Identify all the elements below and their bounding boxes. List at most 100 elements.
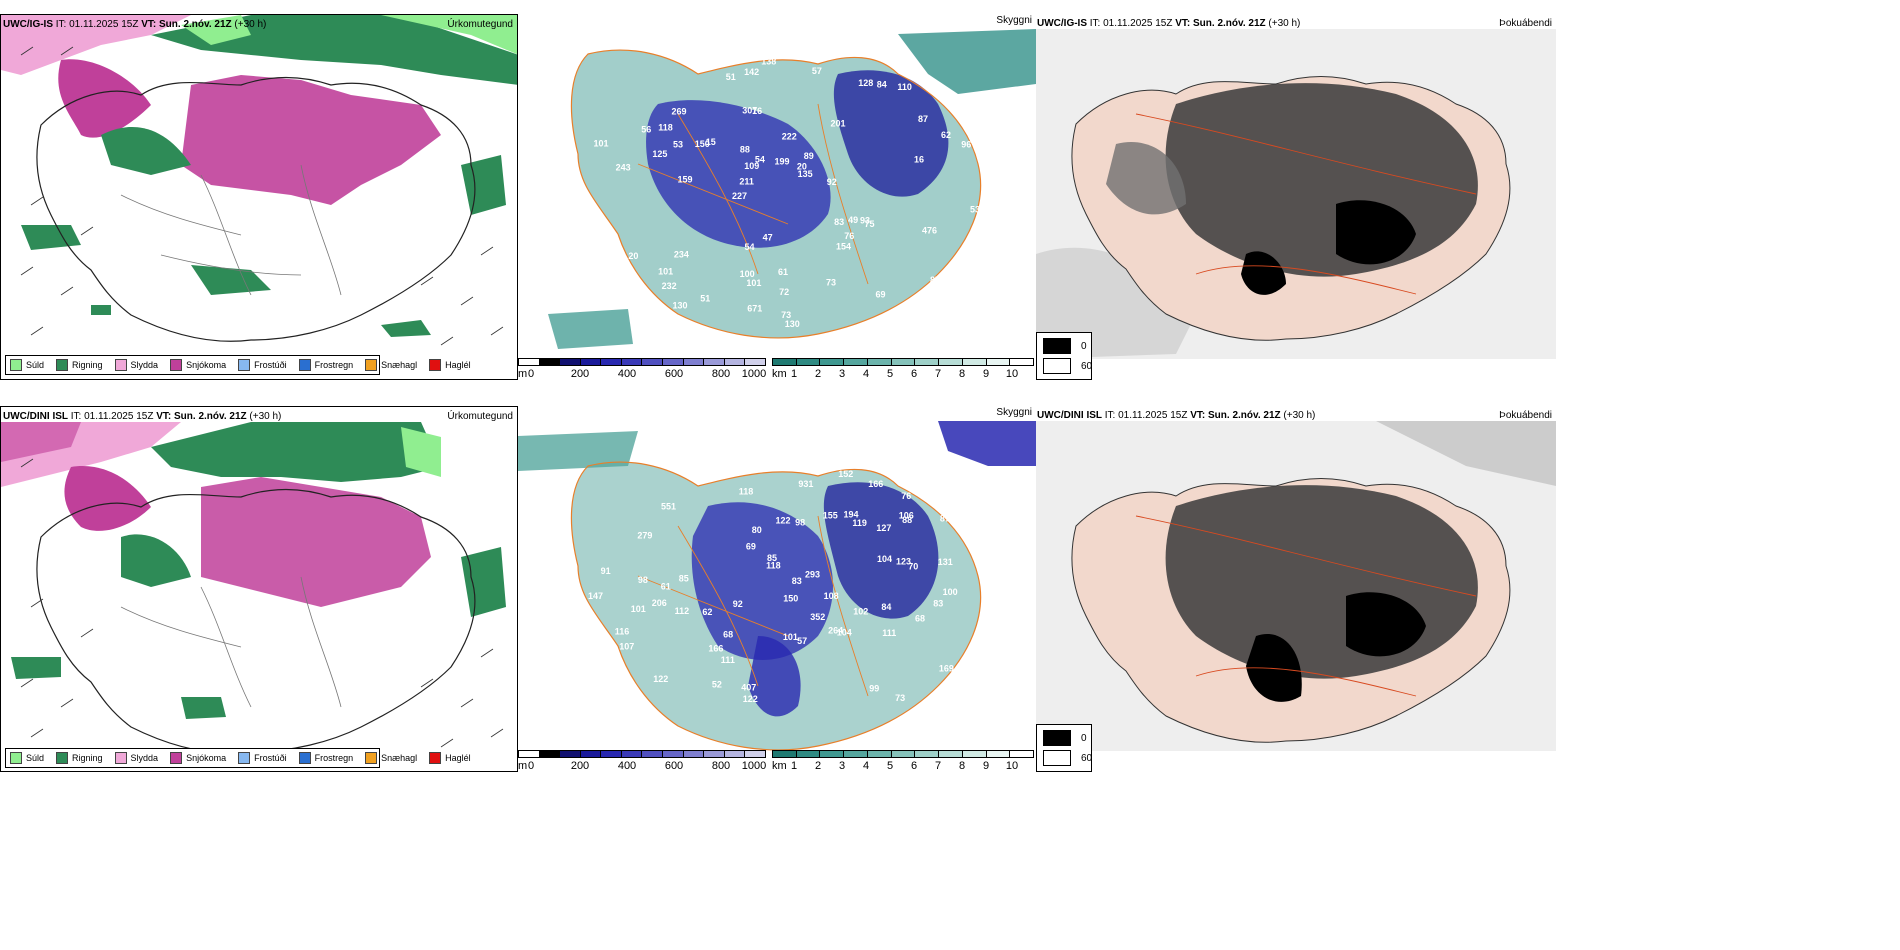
- fog-legend-swatch: [1043, 338, 1071, 354]
- cloud-base-value-label: 135: [798, 169, 813, 179]
- cloud-base-value-label: 206: [652, 598, 667, 608]
- cloud-base-value-label: 166: [708, 644, 723, 654]
- fog-legend-swatch: [1043, 730, 1071, 746]
- cloud-base-value-label: 154: [836, 242, 851, 252]
- cloud-base-value-label: 131: [938, 557, 953, 567]
- cloud-base-value-label: 232: [662, 281, 677, 291]
- cloud-base-value-label: 150: [783, 594, 798, 604]
- legend-item: Súld: [10, 752, 44, 764]
- cloud-base-value-label: 57: [812, 66, 822, 76]
- cloud-base-value-label: 128: [858, 78, 873, 88]
- fog-legend-swatch: [1043, 358, 1071, 374]
- cloud-base-value-label: 476: [922, 226, 937, 236]
- cloud-base-value-label: 83: [933, 599, 943, 609]
- cloud-base-value-label: 551: [661, 502, 676, 512]
- cloud-base-value-label: 52: [712, 680, 722, 690]
- legend-swatch: [298, 359, 311, 371]
- cloud-base-value-label: 100: [740, 269, 755, 279]
- cloud-base-value-label: 85: [767, 553, 777, 563]
- legend-item: Haglél: [429, 752, 471, 764]
- cloud-base-value-label: 96: [961, 140, 971, 150]
- cloud-base-value-label: 16: [914, 155, 924, 165]
- cloud-base-value-label: 47: [763, 232, 773, 242]
- cloud-base-value-label: 222: [782, 132, 797, 142]
- legend-swatch: [56, 752, 69, 764]
- cloud-base-value-label: 98: [795, 518, 805, 528]
- cloud-base-value-label: 16: [752, 106, 762, 116]
- cloud-base-value-label: 147: [588, 591, 603, 601]
- fog-legend-row: 60: [1043, 750, 1092, 766]
- cloud-base-value-label: 85: [679, 573, 689, 583]
- cloud-base-value-label: 87: [918, 114, 928, 124]
- cloud-base-value-label: 122: [776, 516, 791, 526]
- cloud-base-value-label: 73: [826, 277, 836, 287]
- fog-index-map-top: [1036, 29, 1556, 359]
- cloud-base-value-label: 20: [797, 162, 807, 172]
- cloud-base-value-label: 62: [702, 607, 712, 617]
- cloud-base-value-label: 110: [897, 82, 912, 92]
- legend-item: Snæhagl: [365, 359, 417, 371]
- panel-title-precip-top: Úrkomutegund: [447, 19, 513, 30]
- cloud-base-value-label: 108: [824, 591, 839, 601]
- cloud-base-value-label: 352: [810, 612, 825, 622]
- cloud-base-value-label: 54: [745, 242, 755, 252]
- cloud-base-value-label: 123: [896, 557, 911, 567]
- cloud-base-value-label: 104: [877, 554, 892, 564]
- cloud-base-value-label: 93: [860, 215, 870, 225]
- cloud-base-value-label: 152: [838, 469, 853, 479]
- panel-title-fog-bottom: Þokuábendi: [1499, 410, 1552, 421]
- legend-item: Snjókoma: [170, 359, 226, 371]
- legend-item: Haglél: [429, 359, 471, 371]
- fog-legend-swatch: [1043, 750, 1071, 766]
- cloud-base-value-label: 106: [899, 510, 914, 520]
- legend-item: Frostregn: [298, 752, 353, 764]
- cloud-base-value-label: 169: [939, 664, 954, 674]
- cloud-base-value-label: 73: [895, 693, 905, 703]
- cloud-base-value-label: 269: [672, 106, 687, 116]
- visibility-scale-ticks-top: km 1 2 3 4 5 6 7 8 9 10: [772, 368, 1019, 380]
- ceiling-scale-top: [518, 358, 766, 366]
- cloud-base-map-bottom: 206 264 169 279 122 62 127 122 119 73 111 118 108 107…: [518, 421, 1036, 751]
- cloud-base-value-label: 92: [827, 177, 837, 187]
- cloud-base-value-label: 99: [869, 683, 879, 693]
- cloud-base-value-label: 111: [721, 655, 735, 665]
- model-header-precip-top: UWC/IG-IS IT: 01.11.2025 15Z VT: Sun. 2.…: [3, 19, 267, 30]
- cloud-base-value-label: 671: [747, 304, 762, 314]
- cloud-base-value-label: 88: [740, 144, 750, 154]
- cloud-base-value-label: 122: [653, 674, 668, 684]
- precip-type-panel-bottom: UWC/DINI ISL IT: 01.11.2025 15Z VT: Sun.…: [0, 406, 518, 772]
- cloud-base-value-label: 20: [628, 251, 638, 261]
- cloud-base-value-label: 89: [804, 151, 814, 161]
- legend-item: Rigning: [56, 359, 103, 371]
- cloud-base-value-label: 407: [741, 682, 756, 692]
- cloud-base-value-label: 199: [775, 156, 790, 166]
- cloud-base-value-label: 234: [674, 250, 689, 260]
- cloud-base-value-label: 51: [833, 453, 843, 463]
- cloud-base-value-label: 62: [941, 130, 951, 140]
- legend-swatch: [10, 359, 22, 371]
- cloud-base-value-label: 155: [823, 511, 838, 521]
- fog-legend-row: 60: [1043, 358, 1092, 374]
- cloud-base-value-label: 53: [970, 205, 980, 215]
- cloud-base-value-label: 130: [785, 319, 800, 329]
- cloud-base-value-label: 264: [828, 626, 843, 636]
- cloud-base-value-label: 70: [908, 561, 918, 571]
- fog-legend-bottom: 0 60: [1036, 724, 1092, 772]
- cloud-base-value-label: 69: [876, 290, 886, 300]
- cloud-base-value-label: 92: [733, 599, 743, 609]
- legend-item: Slydda: [114, 359, 158, 371]
- precip-legend-bottom: Súld Rigning Slydda Snjókoma Frostúði Fr…: [5, 748, 471, 768]
- cloud-base-value-label: 119: [852, 518, 867, 528]
- cloud-base-value-label: 61: [661, 581, 671, 591]
- cloud-base-value-label: 68: [915, 614, 925, 624]
- legend-swatch: [298, 752, 311, 764]
- legend-item: Slydda: [114, 752, 158, 764]
- cloud-base-value-label: 159: [678, 174, 693, 184]
- cloud-base-value-label: 53: [617, 257, 627, 267]
- legend-swatch: [56, 359, 69, 371]
- cloud-base-value-label: 293: [805, 570, 820, 580]
- cloud-base-value-label: 101: [631, 604, 646, 614]
- cloud-base-value-label: 138: [761, 57, 776, 67]
- cloud-base-value-label: 871: [930, 275, 945, 285]
- panel-title-precip-bottom: Úrkomutegund: [447, 411, 513, 422]
